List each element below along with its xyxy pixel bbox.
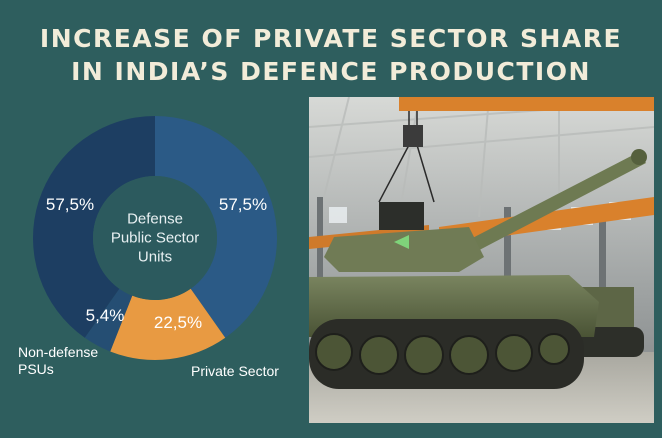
main-battle-tank [309, 149, 647, 389]
green-marker [394, 235, 409, 249]
tank-photo-illustration [309, 97, 654, 423]
chart-title: INCREASE OF PRIVATE SECTOR SHARE IN INDI… [0, 22, 662, 88]
legend-label-non-defense-line-1: Non-defense [18, 344, 99, 360]
slice-value-label-dpsu-left: 57,5% [45, 195, 95, 214]
legend-label-private: Private Sector [191, 363, 279, 379]
center-label-line-2: Public Sector [110, 229, 200, 247]
turret-sight-box [379, 202, 424, 230]
title-line-1: INCREASE OF PRIVATE SECTOR SHARE [39, 24, 623, 53]
slice-value-label-dpsu-right: 57,5% [218, 195, 268, 214]
legend-label-non-defense-line-2: PSUs [18, 361, 54, 377]
overhead-crane-beam [399, 97, 654, 111]
donut-center-label: Defense Public Sector Units [111, 210, 199, 267]
donut-slice-non-defense [84, 288, 133, 352]
legend-label-non-defense: Non-defense PSUs [18, 344, 98, 378]
center-label-line-1: Defense [127, 210, 183, 228]
tank-gun-barrel [459, 152, 646, 257]
slice-value-label-non-defense: 5,4% [85, 306, 125, 325]
donut-slice-private [110, 288, 226, 360]
road-wheels [315, 333, 570, 375]
donut-hole [93, 176, 217, 300]
donut-slice-dpsu-right [155, 116, 277, 338]
title-line-2: IN INDIA’S DEFENCE PRODUCTION [71, 57, 591, 86]
center-label-line-3: Units [137, 248, 173, 266]
donut-slice-dpsu-left [33, 116, 155, 338]
tank-factory-photo [309, 97, 654, 423]
tank-turret [324, 227, 484, 272]
slice-value-label-private: 22,5% [153, 313, 203, 332]
crane-hook-block [403, 125, 423, 147]
